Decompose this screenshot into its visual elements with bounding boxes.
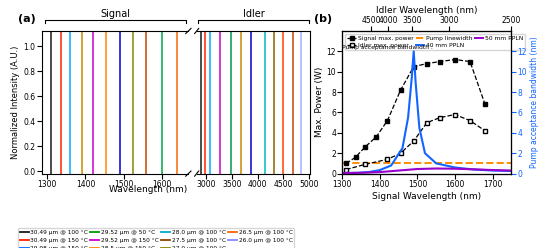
- Line: Signal max. power: Signal max. power: [343, 57, 488, 166]
- Signal max. power: [411, 65, 417, 68]
- Signal max. power: [397, 89, 404, 92]
- Text: Idler: Idler: [243, 9, 265, 19]
- Legend: Signal max. power, Idler max. power, Pump linewidth, 40 mm PPLN, 50 mm PPLN: Signal max. power, Idler max. power, Pum…: [345, 34, 525, 50]
- Line: Idler max. power: Idler max. power: [343, 112, 488, 172]
- Idler max. power: [343, 168, 350, 171]
- 40 mm PPLN: [339, 172, 346, 175]
- 40 mm PPLN: [388, 164, 394, 167]
- 40 mm PPLN: [411, 50, 417, 53]
- Idler max. power: [423, 121, 430, 124]
- Y-axis label: Normalized Intensity (A.U.): Normalized Intensity (A.U.): [12, 46, 20, 159]
- Idler max. power: [482, 129, 489, 132]
- Idler max. power: [437, 116, 443, 119]
- Idler max. power: [384, 158, 391, 161]
- Idler max. power: [411, 140, 417, 143]
- Text: (a): (a): [18, 14, 36, 25]
- 40 mm PPLN: [354, 171, 361, 174]
- 40 mm PPLN: [452, 166, 458, 169]
- 40 mm PPLN: [365, 171, 372, 174]
- Line: 40 mm PPLN: 40 mm PPLN: [342, 51, 511, 173]
- 50 mm PPLN: [489, 169, 496, 172]
- 40 mm PPLN: [408, 75, 415, 78]
- Text: Signal: Signal: [100, 9, 130, 19]
- 40 mm PPLN: [508, 170, 515, 173]
- 50 mm PPLN: [414, 168, 421, 171]
- Signal max. power: [373, 135, 379, 138]
- 40 mm PPLN: [470, 168, 477, 171]
- 40 mm PPLN: [412, 80, 419, 83]
- Signal max. power: [482, 103, 489, 106]
- Y-axis label: Max. Power (W): Max. Power (W): [315, 67, 324, 137]
- 40 mm PPLN: [433, 162, 439, 165]
- 40 mm PPLN: [489, 169, 496, 172]
- 50 mm PPLN: [358, 171, 365, 174]
- X-axis label: Signal Wavelength (nm): Signal Wavelength (nm): [372, 192, 481, 201]
- 50 mm PPLN: [508, 169, 515, 172]
- Idler max. power: [466, 119, 473, 122]
- 50 mm PPLN: [433, 167, 439, 170]
- 50 mm PPLN: [339, 172, 346, 175]
- Idler max. power: [452, 113, 458, 116]
- X-axis label: Idler Wavelength (nm): Idler Wavelength (nm): [376, 6, 478, 15]
- Idler max. power: [362, 163, 368, 166]
- 50 mm PPLN: [452, 167, 458, 170]
- Legend: 30.49 μm @ 100 °C, 30.49 μm @ 150 °C, 29.98 μm @ 150 °C, 29.52 μm @ 50 °C, 29.52: 30.49 μm @ 100 °C, 30.49 μm @ 150 °C, 29…: [18, 228, 294, 248]
- 50 mm PPLN: [396, 169, 402, 172]
- Signal max. power: [437, 60, 443, 63]
- Text: (b): (b): [314, 14, 332, 25]
- 50 mm PPLN: [377, 171, 383, 174]
- Text: Wavelength (nm): Wavelength (nm): [109, 185, 188, 194]
- 40 mm PPLN: [405, 116, 412, 119]
- Signal max. power: [343, 162, 350, 165]
- Signal max. power: [362, 146, 368, 149]
- 50 mm PPLN: [470, 168, 477, 171]
- 40 mm PPLN: [416, 126, 423, 129]
- Signal max. power: [352, 156, 359, 159]
- Signal max. power: [423, 62, 430, 65]
- Line: 50 mm PPLN: 50 mm PPLN: [342, 168, 511, 173]
- Signal max. power: [466, 60, 473, 63]
- 40 mm PPLN: [399, 147, 406, 150]
- Idler max. power: [397, 152, 404, 155]
- 40 mm PPLN: [422, 152, 428, 155]
- Signal max. power: [384, 119, 391, 122]
- Y-axis label: Pump acceptance bandwidth (nm): Pump acceptance bandwidth (nm): [530, 36, 539, 168]
- Signal max. power: [452, 58, 458, 61]
- 40 mm PPLN: [377, 169, 383, 172]
- Text: Pump acceptance bandwidth :: Pump acceptance bandwidth :: [342, 45, 433, 50]
